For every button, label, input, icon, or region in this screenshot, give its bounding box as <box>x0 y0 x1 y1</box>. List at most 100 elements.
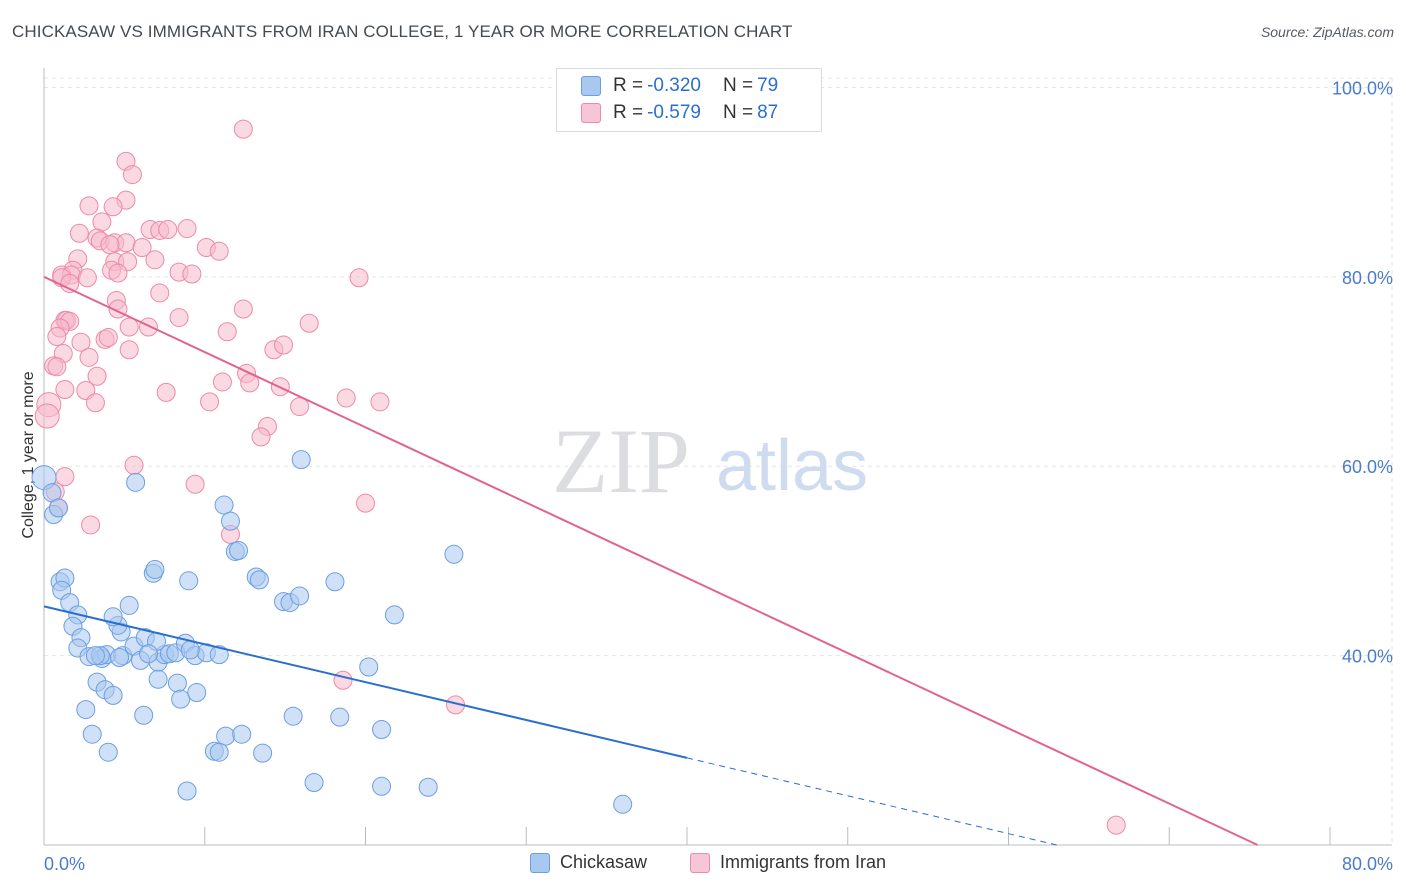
point-chickasaw <box>209 645 229 665</box>
point-iran <box>122 165 142 185</box>
point-chickasaw <box>304 773 324 793</box>
point-chickasaw <box>76 700 96 720</box>
point-chickasaw <box>220 511 240 531</box>
point-iran <box>47 357 67 377</box>
point-iran <box>233 299 253 319</box>
point-chickasaw <box>145 559 165 579</box>
y-tick-labels: 100.0% 80.0% 60.0% 40.0% <box>1332 78 1393 666</box>
legend-n-label: N = <box>722 75 754 96</box>
x-tick-label-min: 0.0% <box>44 854 85 874</box>
point-chickasaw <box>209 742 229 762</box>
point-iran <box>200 392 220 412</box>
point-iran <box>92 212 112 232</box>
point-iran <box>77 268 97 288</box>
point-iran <box>55 380 75 400</box>
series-immigrants-from-iran-points <box>34 119 1126 835</box>
point-iran <box>108 263 128 283</box>
point-chickasaw <box>103 685 123 705</box>
point-chickasaw <box>418 777 438 797</box>
legend-swatch-pink <box>581 103 601 123</box>
point-iran <box>60 273 80 293</box>
point-iran <box>150 283 170 303</box>
chart-title: CHICKASAW VS IMMIGRANTS FROM IRAN COLLEG… <box>12 22 793 41</box>
point-chickasaw <box>232 724 252 744</box>
watermark-atlas: atlas <box>716 426 868 506</box>
point-iran <box>299 313 319 333</box>
y-tick-label: 80.0% <box>1342 268 1393 288</box>
legend-label-chickasaw: Chickasaw <box>560 852 648 872</box>
legend-item-iran[interactable]: Immigrants from Iran <box>690 852 886 873</box>
watermark-zip: ZIP <box>552 410 690 512</box>
legend-n-label: N = <box>722 102 754 123</box>
point-chickasaw <box>119 595 139 615</box>
point-chickasaw <box>290 586 310 606</box>
y-axis-label: College, 1 year or more <box>20 371 37 538</box>
point-chickasaw <box>179 571 199 591</box>
point-iran <box>47 327 67 347</box>
point-iran <box>156 382 176 402</box>
point-iran <box>212 372 232 392</box>
point-iran <box>119 340 139 360</box>
point-iran <box>370 392 390 412</box>
point-iran <box>158 220 178 240</box>
point-iran <box>79 196 99 216</box>
point-chickasaw <box>85 646 105 666</box>
point-iran <box>217 322 237 342</box>
legend-item-chickasaw[interactable]: Chickasaw <box>530 852 647 873</box>
point-chickasaw <box>216 726 236 746</box>
y-tick-label: 100.0% <box>1332 78 1393 98</box>
legend-n-value: 87 <box>757 102 779 123</box>
x-tick-label-max: 80.0% <box>1342 854 1393 874</box>
x-tick-labels: 0.0% 80.0% <box>44 854 1393 874</box>
point-iran <box>1106 815 1126 835</box>
point-chickasaw <box>126 472 146 492</box>
point-iran <box>69 223 89 243</box>
correlation-legend: R = -0.320 N = 79 R = -0.579 N = 87 <box>556 68 822 132</box>
point-chickasaw <box>444 544 464 564</box>
legend-swatch-pink <box>690 852 710 873</box>
legend-swatch-blue <box>581 76 601 96</box>
point-chickasaw <box>138 644 158 664</box>
point-iran <box>182 264 202 284</box>
point-iran <box>169 308 189 328</box>
point-iran <box>145 250 165 270</box>
point-chickasaw <box>214 495 234 515</box>
legend-r-value: -0.579 <box>647 102 701 123</box>
point-iran <box>85 393 105 413</box>
point-chickasaw <box>291 450 311 470</box>
point-iran <box>356 493 375 513</box>
point-chickasaw <box>171 689 191 709</box>
point-chickasaw <box>359 657 379 677</box>
point-iran <box>177 219 197 239</box>
point-chickasaw <box>372 719 392 739</box>
point-chickasaw <box>98 742 118 762</box>
series-chickasaw-points <box>31 450 633 814</box>
point-iran <box>336 388 356 408</box>
point-chickasaw <box>82 724 102 744</box>
legend-r-label: R = <box>613 102 644 123</box>
point-iran <box>274 335 294 355</box>
point-iran <box>71 332 91 352</box>
point-iran <box>333 670 353 690</box>
point-chickasaw <box>229 541 249 561</box>
legend-row-chickasaw: R = -0.320 N = 79 <box>581 74 800 98</box>
point-chickasaw <box>384 605 404 625</box>
point-chickasaw <box>180 640 200 660</box>
point-chickasaw <box>134 705 154 725</box>
point-chickasaw <box>249 570 269 590</box>
axes <box>43 68 1392 846</box>
legend-swatch-blue <box>530 852 550 873</box>
point-iran <box>116 233 136 253</box>
trend-lines <box>43 275 1259 846</box>
point-chickasaw <box>613 794 633 814</box>
series-legend: Chickasaw Immigrants from Iran <box>0 852 1406 878</box>
y-tick-label: 60.0% <box>1342 457 1393 477</box>
point-iran <box>124 455 144 475</box>
point-iran <box>98 327 118 347</box>
point-chickasaw <box>283 706 303 726</box>
y-tick-label: 40.0% <box>1342 647 1393 667</box>
point-chickasaw <box>253 743 273 763</box>
legend-n-value: 79 <box>757 75 779 96</box>
point-chickasaw <box>187 683 207 703</box>
